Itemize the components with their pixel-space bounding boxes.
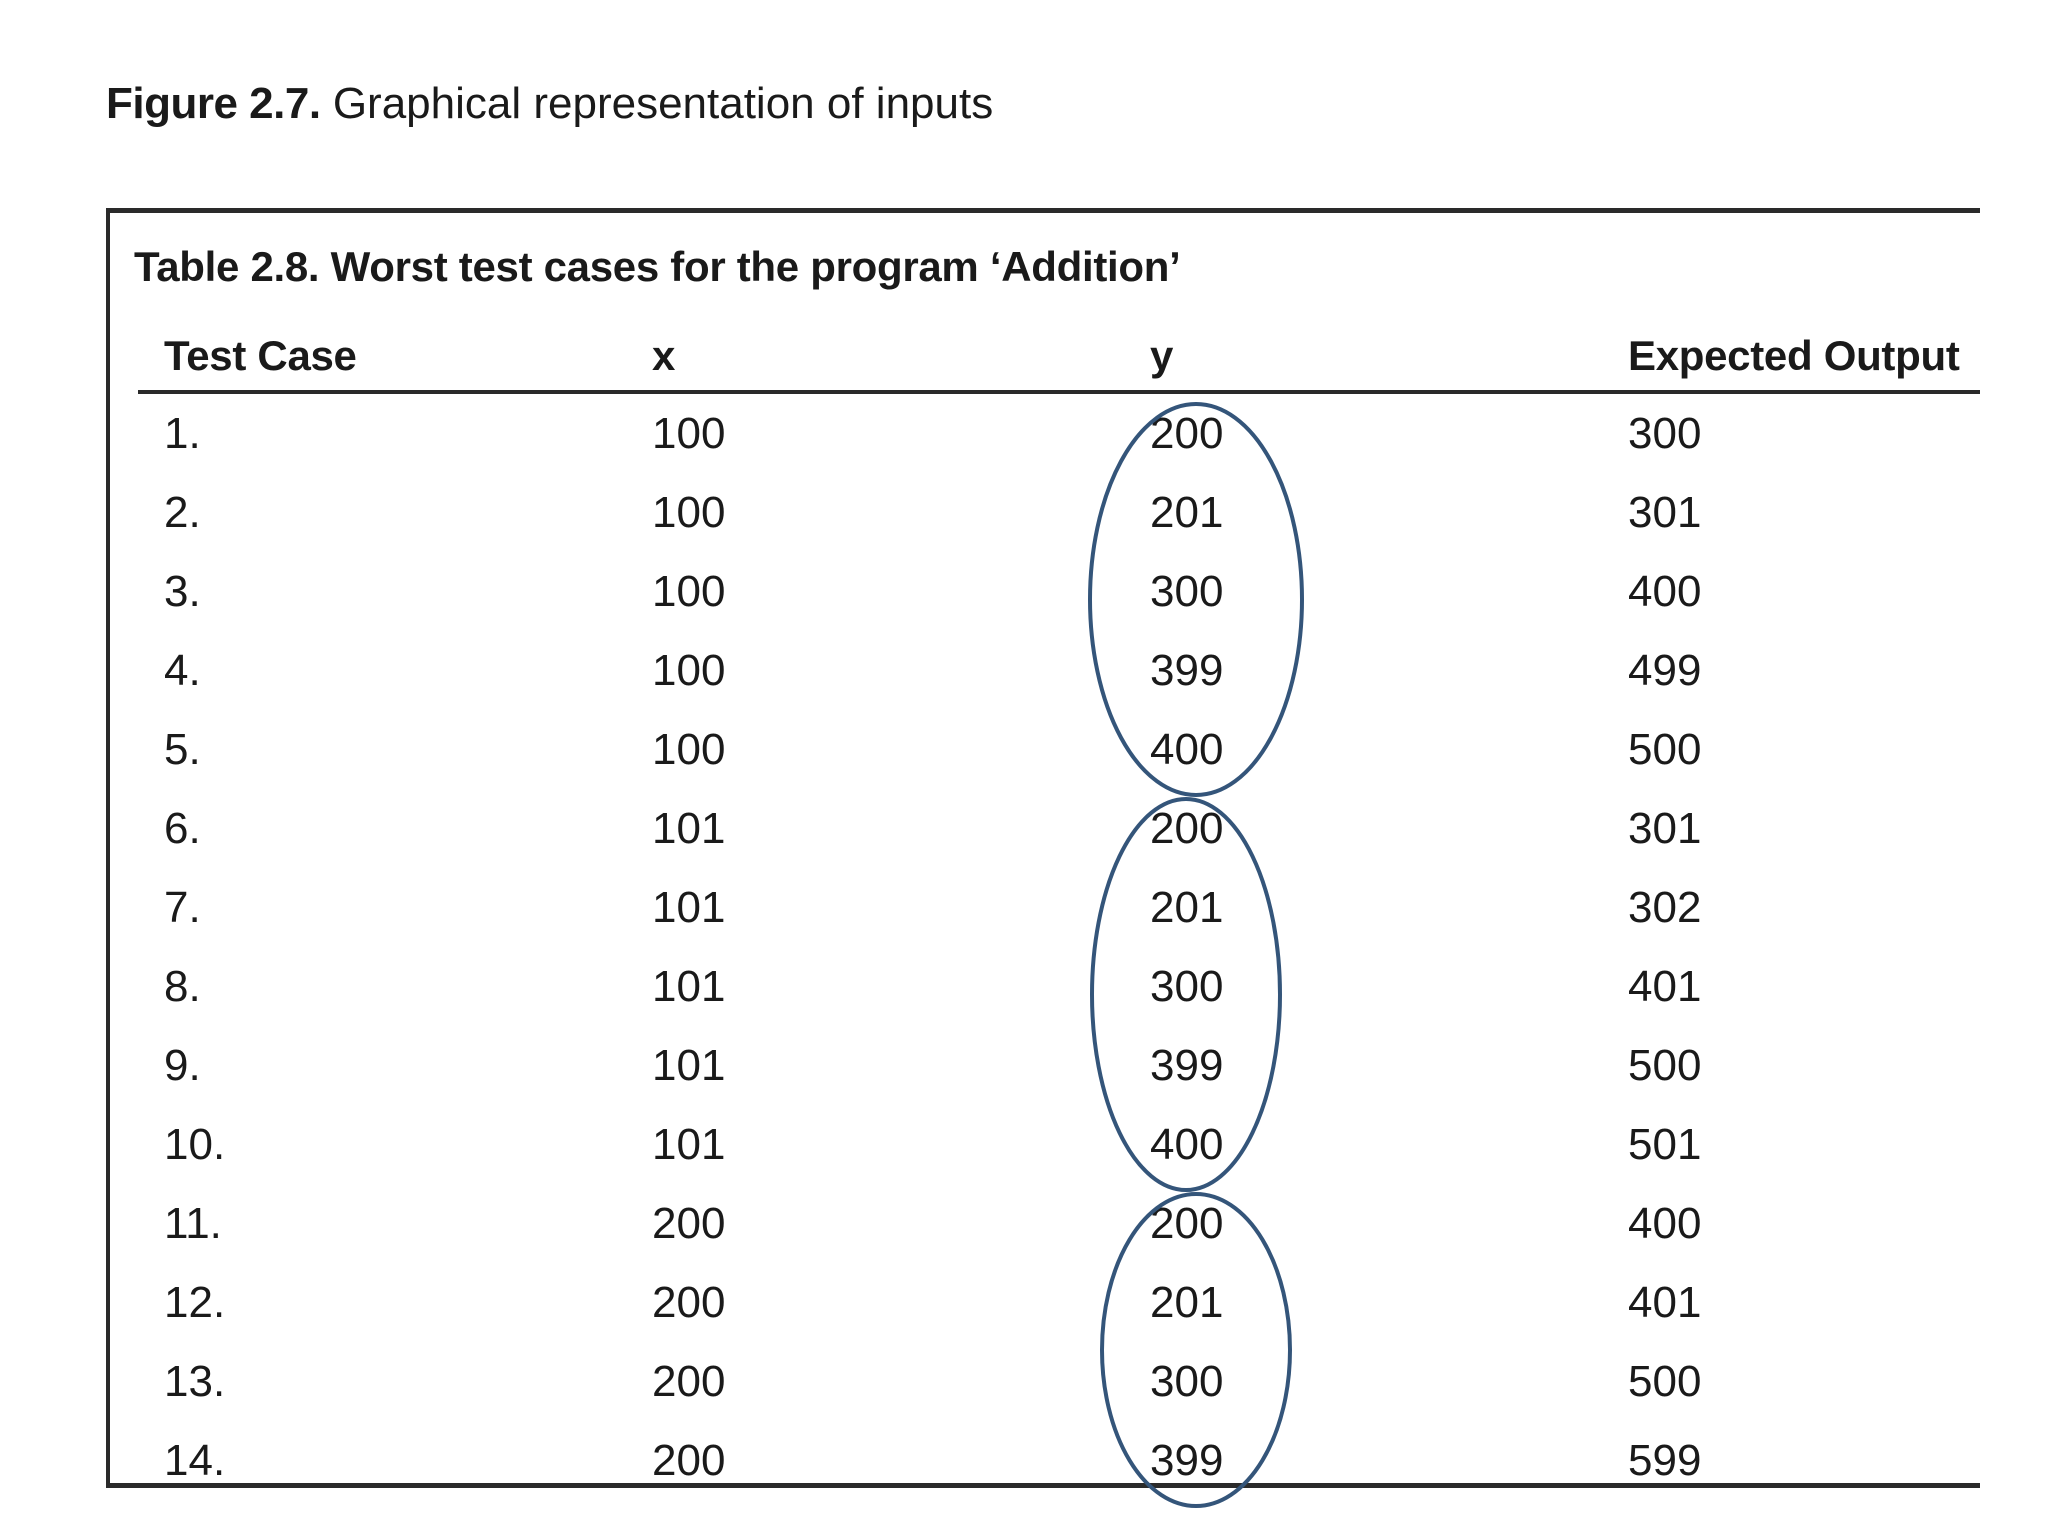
- cell-x: 200: [652, 1436, 726, 1485]
- table-row: 3. 100 300 400: [0, 564, 2048, 642]
- cell-expected-output: 400: [1628, 567, 1702, 616]
- table-row: 4. 100 399 499: [0, 643, 2048, 721]
- cell-expected-output: 302: [1628, 883, 1702, 932]
- header-y: y: [1150, 332, 1174, 379]
- cell-x: 100: [652, 409, 726, 458]
- table-row: 14. 200 399 599: [0, 1433, 2048, 1511]
- cell-x: 101: [652, 1120, 726, 1169]
- table-row: 6. 101 200 301: [0, 801, 2048, 879]
- header-x: x: [652, 332, 676, 379]
- cell-y: 201: [1150, 883, 1224, 932]
- figure-caption: Figure 2.7. Graphical representation of …: [106, 78, 993, 130]
- cell-y: 200: [1150, 1199, 1224, 1248]
- cell-test-case: 2.: [164, 488, 201, 537]
- cell-test-case: 11.: [164, 1199, 222, 1248]
- table-row: 2. 100 201 301: [0, 485, 2048, 563]
- table-row: 13. 200 300 500: [0, 1354, 2048, 1432]
- cell-test-case: 9.: [164, 1041, 201, 1090]
- cell-x: 100: [652, 725, 726, 774]
- cell-y: 300: [1150, 1357, 1224, 1406]
- cell-expected-output: 301: [1628, 488, 1702, 537]
- header-rule: [138, 390, 1980, 394]
- table-row: 9. 101 399 500: [0, 1038, 2048, 1116]
- table-row: 1. 100 200 300: [0, 406, 2048, 484]
- cell-x: 101: [652, 804, 726, 853]
- cell-x: 200: [652, 1357, 726, 1406]
- table-row: 7. 101 201 302: [0, 880, 2048, 958]
- cell-x: 101: [652, 1041, 726, 1090]
- figure-label: Figure 2.7.: [106, 79, 321, 128]
- cell-x: 100: [652, 567, 726, 616]
- cell-y: 300: [1150, 567, 1224, 616]
- cell-test-case: 4.: [164, 646, 201, 695]
- cell-y: 399: [1150, 1041, 1224, 1090]
- table-row: 10. 101 400 501: [0, 1117, 2048, 1195]
- cell-y: 399: [1150, 1436, 1224, 1485]
- table-caption: Table 2.8. Worst test cases for the prog…: [134, 243, 1181, 290]
- cell-expected-output: 499: [1628, 646, 1702, 695]
- table-row: 12. 200 201 401: [0, 1275, 2048, 1353]
- table-row: 8. 101 300 401: [0, 959, 2048, 1037]
- cell-x: 100: [652, 646, 726, 695]
- cell-expected-output: 500: [1628, 725, 1702, 774]
- table-header-row: Test Case x y Expected Output: [0, 328, 2048, 384]
- cell-expected-output: 401: [1628, 962, 1702, 1011]
- cell-test-case: 3.: [164, 567, 201, 616]
- cell-expected-output: 300: [1628, 409, 1702, 458]
- cell-expected-output: 400: [1628, 1199, 1702, 1248]
- cell-y: 200: [1150, 804, 1224, 853]
- cell-y: 300: [1150, 962, 1224, 1011]
- table-frame: [106, 208, 1980, 1488]
- cell-x: 200: [652, 1278, 726, 1327]
- cell-test-case: 14.: [164, 1436, 226, 1485]
- cell-x: 101: [652, 883, 726, 932]
- cell-y: 400: [1150, 1120, 1224, 1169]
- cell-y: 200: [1150, 409, 1224, 458]
- cell-y: 201: [1150, 488, 1224, 537]
- cell-y: 201: [1150, 1278, 1224, 1327]
- cell-y: 399: [1150, 646, 1224, 695]
- table-row: 5. 100 400 500: [0, 722, 2048, 800]
- cell-x: 101: [652, 962, 726, 1011]
- cell-test-case: 7.: [164, 883, 201, 932]
- cell-x: 100: [652, 488, 726, 537]
- cell-test-case: 6.: [164, 804, 201, 853]
- cell-expected-output: 401: [1628, 1278, 1702, 1327]
- table-row: 11. 200 200 400: [0, 1196, 2048, 1274]
- cell-expected-output: 500: [1628, 1041, 1702, 1090]
- cell-expected-output: 301: [1628, 804, 1702, 853]
- cell-y: 400: [1150, 725, 1224, 774]
- cell-test-case: 8.: [164, 962, 201, 1011]
- figure-caption-text: Graphical representation of inputs: [332, 79, 994, 128]
- cell-expected-output: 501: [1628, 1120, 1702, 1169]
- cell-test-case: 1.: [164, 409, 201, 458]
- cell-test-case: 12.: [164, 1278, 226, 1327]
- cell-test-case: 13.: [164, 1357, 226, 1406]
- cell-test-case: 5.: [164, 725, 201, 774]
- cell-expected-output: 599: [1628, 1436, 1702, 1485]
- cell-x: 200: [652, 1199, 726, 1248]
- header-expected-output: Expected Output: [1628, 332, 1960, 379]
- cell-expected-output: 500: [1628, 1357, 1702, 1406]
- header-test-case: Test Case: [164, 332, 357, 379]
- cell-test-case: 10.: [164, 1120, 226, 1169]
